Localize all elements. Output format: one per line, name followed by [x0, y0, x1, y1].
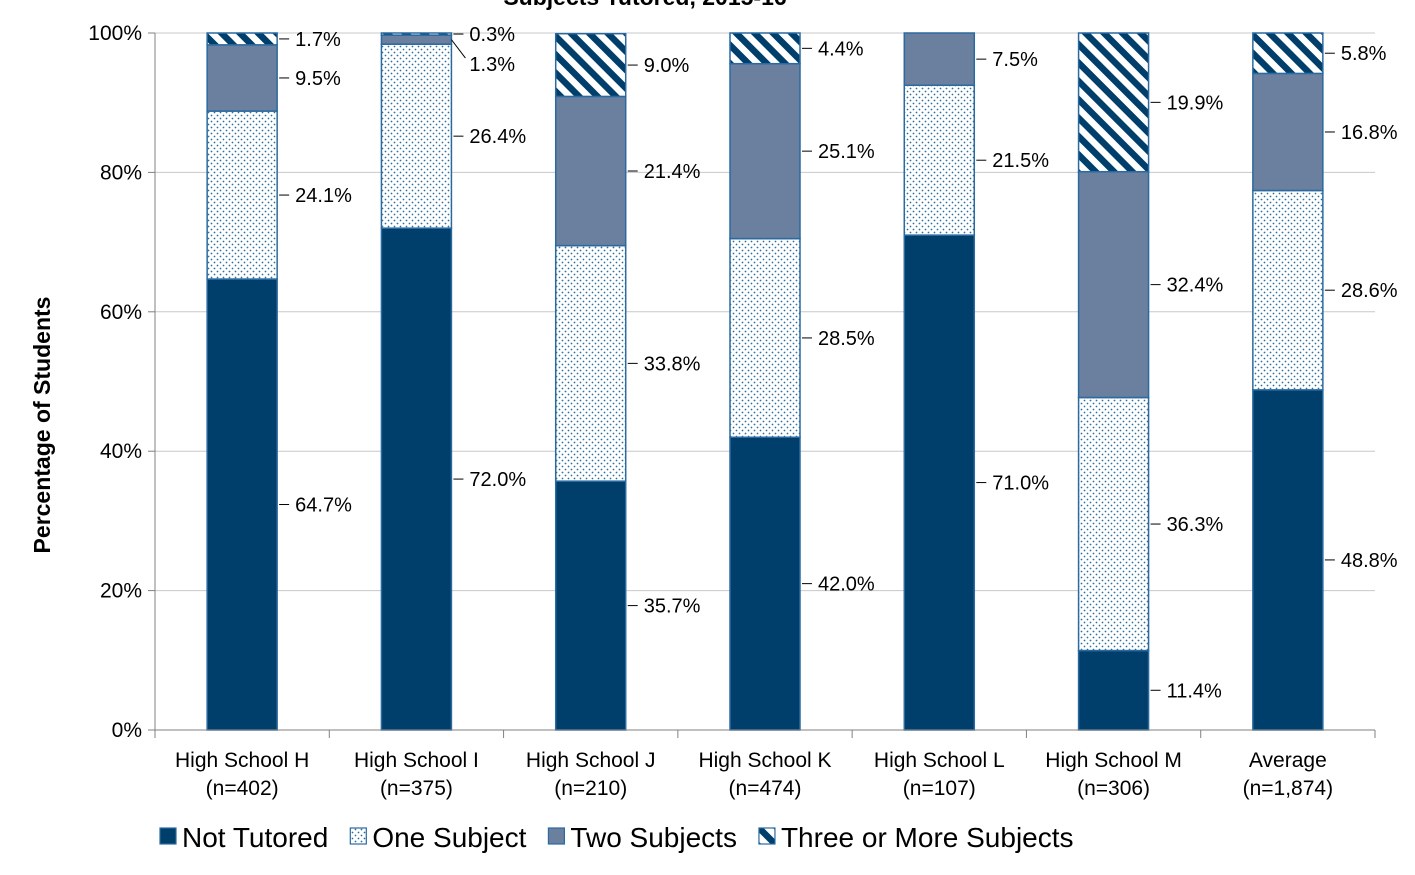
bar-segment-not-tutored	[554, 480, 627, 731]
data-label: 7.5%	[992, 49, 1038, 71]
bar-segment-two-subjects	[903, 32, 976, 87]
data-labels: 64.7% 24.1% 9.5% 1.7% 72.0% 26.4% 1.3% 0.3% 35.7…	[279, 24, 1398, 702]
data-label: 1.3%	[469, 54, 515, 76]
y-tick-label: 80%	[100, 161, 142, 184]
x-tick-label: High School L	[874, 749, 1005, 772]
bar-segment-one-subject	[206, 110, 278, 280]
x-tick-label: High School K	[698, 749, 831, 772]
y-tick-label: 100%	[88, 22, 142, 45]
bar-segment-one-subject	[380, 43, 453, 229]
data-label: 71.0%	[992, 473, 1049, 495]
bar-segment-two-subjects	[206, 44, 278, 112]
legend: Not Tutored One Subject Two Subjects Three …	[159, 822, 1074, 853]
data-label: 28.5%	[818, 328, 875, 350]
axes: 0% 20% 40% 60% 80% 100% High School H (n=402) Hi…	[88, 22, 1376, 800]
data-label: 64.7%	[295, 495, 352, 517]
bar-segment-not-tutored	[380, 227, 453, 731]
x-tick-label: (n=402)	[206, 777, 279, 800]
data-label: 32.4%	[1167, 275, 1224, 297]
data-label: 21.4%	[644, 161, 701, 183]
data-label: 5.8%	[1341, 43, 1387, 65]
bars	[206, 32, 1324, 731]
x-tick-label: (n=306)	[1077, 777, 1150, 800]
bar-segment-two-subjects	[554, 95, 627, 247]
data-label: 9.0%	[644, 55, 690, 77]
legend-label: Three or More Subjects	[781, 822, 1074, 853]
x-tick-label: (n=210)	[554, 777, 627, 800]
x-tick-label: High School J	[526, 749, 656, 772]
label-leader-line	[451, 39, 466, 59]
bar-segment-one-subject	[1077, 396, 1150, 652]
data-label: 24.1%	[295, 185, 352, 207]
bar-segment-three-more	[1077, 32, 1150, 173]
x-tick-label: (n=1,874)	[1243, 777, 1333, 800]
bar-segment-not-tutored	[206, 278, 278, 731]
legend-swatch-not-tutored	[159, 827, 177, 845]
bar-segment-not-tutored	[1252, 389, 1324, 731]
bar-segment-two-subjects	[729, 62, 801, 240]
y-tick-label: 60%	[100, 301, 142, 324]
data-label: 21.5%	[992, 150, 1049, 172]
data-label: 35.7%	[644, 596, 701, 618]
bar-segment-one-subject	[903, 84, 976, 236]
data-label: 42.0%	[818, 574, 875, 596]
data-label: 4.4%	[818, 38, 864, 60]
y-tick-label: 0%	[112, 719, 142, 742]
bar-segment-two-subjects	[1252, 72, 1324, 192]
y-axis-title: Percentage of Students	[29, 297, 55, 554]
data-label: 28.6%	[1341, 280, 1398, 302]
data-label: 0.3%	[469, 24, 515, 46]
legend-label: Two Subjects	[570, 822, 737, 853]
bar-segment-one-subject	[1252, 189, 1324, 391]
data-label: 72.0%	[469, 469, 526, 491]
bar-segment-two-subjects	[380, 34, 453, 45]
legend-label: Not Tutored	[182, 822, 328, 853]
bar-segment-three-more	[1252, 32, 1324, 75]
x-tick-label: (n=474)	[729, 777, 802, 800]
y-tick-label: 40%	[100, 440, 142, 463]
bar-segment-not-tutored	[729, 436, 801, 731]
bar-segment-three-more	[206, 32, 278, 46]
x-tick-label: High School M	[1045, 749, 1182, 772]
data-label: 26.4%	[469, 126, 526, 148]
bar-segment-three-more	[380, 32, 453, 36]
legend-swatch-one-subject	[349, 827, 367, 845]
legend-swatch-two-subjects	[547, 827, 566, 845]
x-tick-label: High School I	[354, 749, 479, 772]
legend-swatch-three-more	[758, 827, 776, 845]
data-label: 33.8%	[644, 353, 701, 375]
bar-segment-three-more	[729, 32, 801, 65]
data-label: 25.1%	[818, 141, 875, 163]
bar-segment-three-more	[554, 32, 627, 98]
data-label: 1.7%	[295, 29, 341, 51]
x-tick-label: Average	[1249, 749, 1327, 772]
x-tick-label: (n=107)	[903, 777, 976, 800]
bar-segment-one-subject	[554, 244, 627, 482]
x-tick-label: (n=375)	[380, 777, 453, 800]
bar-segment-two-subjects	[1077, 170, 1150, 399]
data-label: 9.5%	[295, 68, 341, 90]
bar-segment-one-subject	[729, 237, 801, 439]
x-tick-label: High School H	[175, 749, 309, 772]
chart-title: Subjects Tutored, 2015-16	[503, 0, 786, 10]
y-tick-label: 20%	[100, 580, 142, 603]
bar-segment-not-tutored	[903, 234, 976, 731]
data-label: 19.9%	[1167, 92, 1224, 114]
bar-segment-not-tutored	[1077, 649, 1150, 731]
data-label: 48.8%	[1341, 550, 1398, 572]
legend-label: One Subject	[372, 822, 526, 853]
data-label: 11.4%	[1167, 680, 1222, 702]
data-label: 36.3%	[1167, 514, 1224, 536]
data-label: 16.8%	[1341, 122, 1398, 144]
